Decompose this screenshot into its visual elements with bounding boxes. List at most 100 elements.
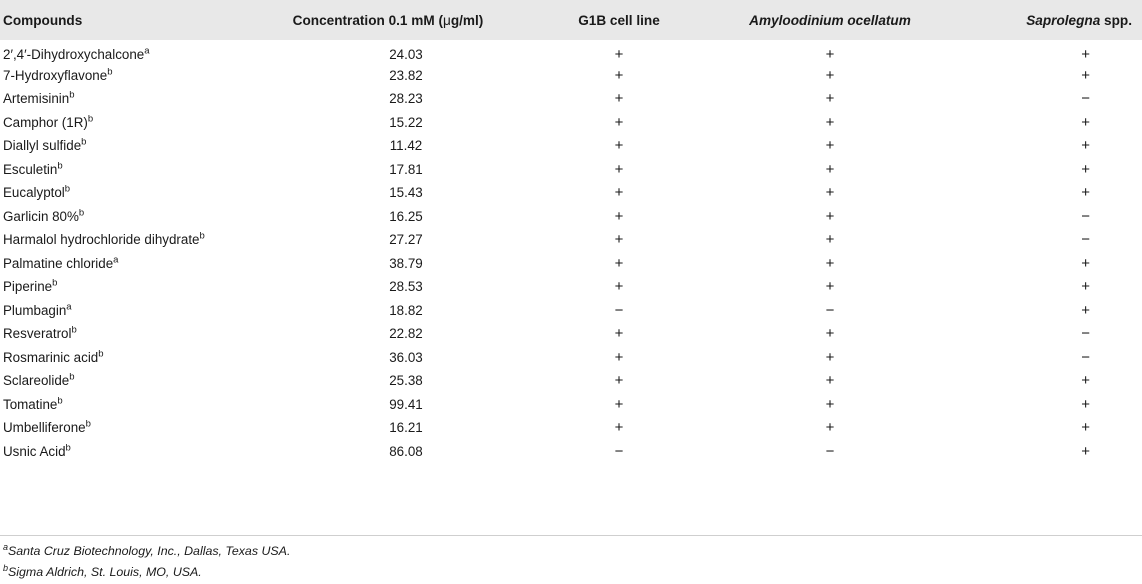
compound-name: Plumbagin [3, 302, 67, 318]
g1b-result-cell: + [508, 275, 730, 299]
compound-name-cell: Diallyl sulfideb [0, 134, 268, 158]
g1b-result-cell: + [508, 322, 730, 346]
g1b-result-cell: + [508, 181, 730, 205]
g1b-result-cell: − [508, 440, 730, 464]
footnote-marker: b [69, 371, 75, 383]
g1b-result-cell: + [508, 40, 730, 64]
compound-name-cell: Umbelliferoneb [0, 416, 268, 440]
compound-name: Eucalyptol [3, 185, 65, 201]
compound-name: 2′,4′-Dihydroxychalcone [3, 47, 145, 63]
g1b-result-cell: + [508, 393, 730, 417]
concentration-value: 16.21 [389, 420, 423, 436]
g1b-result-cell: + [508, 134, 730, 158]
footnote-marker: b [98, 348, 104, 360]
footnote-marker: a [144, 45, 150, 57]
amyloodinium-result-cell: − [730, 299, 930, 323]
result-sign: + [1081, 113, 1090, 131]
result-sign: + [614, 113, 624, 131]
compound-name-cell: Usnic Acidb [0, 440, 268, 464]
result-sign: − [1081, 207, 1090, 225]
header-concentration: Concentration 0.1 mM (μg/ml) [292, 12, 484, 28]
result-sign: + [1081, 254, 1090, 272]
saprolegna-result-cell: + [930, 40, 1142, 64]
table-row: Esculetinb 17.81 + + + [0, 158, 1142, 182]
footnote-marker: b [71, 324, 77, 336]
result-sign: − [1081, 90, 1090, 108]
amyloodinium-result-cell: + [730, 40, 930, 64]
saprolegna-result-cell: − [930, 228, 1142, 252]
concentration-value: 16.25 [389, 208, 423, 224]
concentration-cell: 11.42 [268, 134, 508, 158]
amyloodinium-result-cell: + [730, 134, 930, 158]
result-sign: + [1081, 278, 1090, 296]
concentration-value: 18.82 [389, 302, 423, 318]
footnote-marker: b [57, 395, 63, 407]
footnote-marker: b [199, 230, 205, 242]
footnote-divider [0, 535, 1142, 536]
table-row: Garlicin 80%b 16.25 + + − [0, 205, 1142, 229]
result-sign: + [614, 372, 624, 390]
footnote-marker: b [78, 207, 85, 219]
table-row: Plumbagina 18.82 − − + [0, 299, 1142, 323]
header-saprolegna: Saprolegna spp. [1026, 12, 1132, 28]
compound-name: Artemisinin [3, 91, 70, 107]
compound-name: Diallyl sulfide [3, 138, 82, 154]
result-sign: + [1081, 46, 1090, 64]
compound-name: Garlicin 80% [3, 208, 79, 224]
compound-name: Piperine [3, 279, 53, 295]
concentration-value: 38.79 [389, 255, 423, 271]
compound-name-cell: Harmalol hydrochloride dihydrateb [0, 228, 268, 252]
result-sign: + [825, 184, 835, 202]
compound-name-cell: Sclareolideb [0, 369, 268, 393]
result-sign: + [614, 160, 624, 178]
concentration-value: 15.43 [389, 185, 423, 201]
result-sign: + [614, 46, 624, 64]
footnote-marker: b [52, 277, 58, 289]
g1b-result-cell: + [508, 228, 730, 252]
compound-name: Resveratrol [3, 326, 72, 342]
amyloodinium-result-cell: + [730, 346, 930, 370]
saprolegna-result-cell: + [930, 440, 1142, 464]
amyloodinium-result-cell: + [730, 111, 930, 135]
saprolegna-result-cell: + [930, 299, 1142, 323]
compound-name-cell: Tomatineb [0, 393, 268, 417]
result-sign: − [614, 442, 624, 460]
table-row: Umbelliferoneb 16.21 + + + [0, 416, 1142, 440]
footnote-marker: b [107, 66, 113, 78]
concentration-value: 86.08 [389, 443, 423, 459]
compound-name-cell: Palmatine chloridea [0, 252, 268, 276]
concentration-cell: 27.27 [268, 228, 508, 252]
result-sign: + [614, 66, 624, 84]
compound-name: Tomatine [3, 396, 58, 412]
result-sign: + [614, 395, 624, 413]
concentration-value: 23.82 [389, 67, 423, 83]
concentration-cell: 22.82 [268, 322, 508, 346]
table-row: Artemisininb 28.23 + + − [0, 87, 1142, 111]
g1b-result-cell: + [508, 416, 730, 440]
footnote-marker: a [113, 254, 119, 266]
compound-name: Camphor (1R) [3, 114, 88, 130]
compound-name: Usnic Acid [3, 443, 66, 459]
table-row: Resveratrolb 22.82 + + − [0, 322, 1142, 346]
footnote-marker: a [66, 301, 72, 313]
amyloodinium-result-cell: + [730, 181, 930, 205]
compound-name-cell: 7-Hydroxyflavoneb [0, 64, 268, 88]
result-sign: + [1081, 160, 1090, 178]
table-row: Harmalol hydrochloride dihydrateb 27.27 + +… [0, 228, 1142, 252]
compound-name-cell: Plumbagina [0, 299, 268, 323]
result-sign: + [1081, 184, 1090, 202]
g1b-result-cell: + [508, 369, 730, 393]
result-sign: + [1081, 419, 1090, 437]
saprolegna-result-cell: − [930, 322, 1142, 346]
concentration-cell: 16.21 [268, 416, 508, 440]
concentration-cell: 15.43 [268, 181, 508, 205]
result-sign: − [614, 301, 624, 319]
header-row: Compounds Concentration 0.1 mM (μg/ml) G… [0, 0, 1142, 40]
compound-name-cell: Resveratrolb [0, 322, 268, 346]
result-sign: + [614, 254, 624, 272]
result-sign: − [825, 442, 835, 460]
amyloodinium-result-cell: + [730, 322, 930, 346]
header-amyloodinium: Amyloodinium ocellatum [749, 12, 911, 28]
result-sign: + [614, 419, 624, 437]
